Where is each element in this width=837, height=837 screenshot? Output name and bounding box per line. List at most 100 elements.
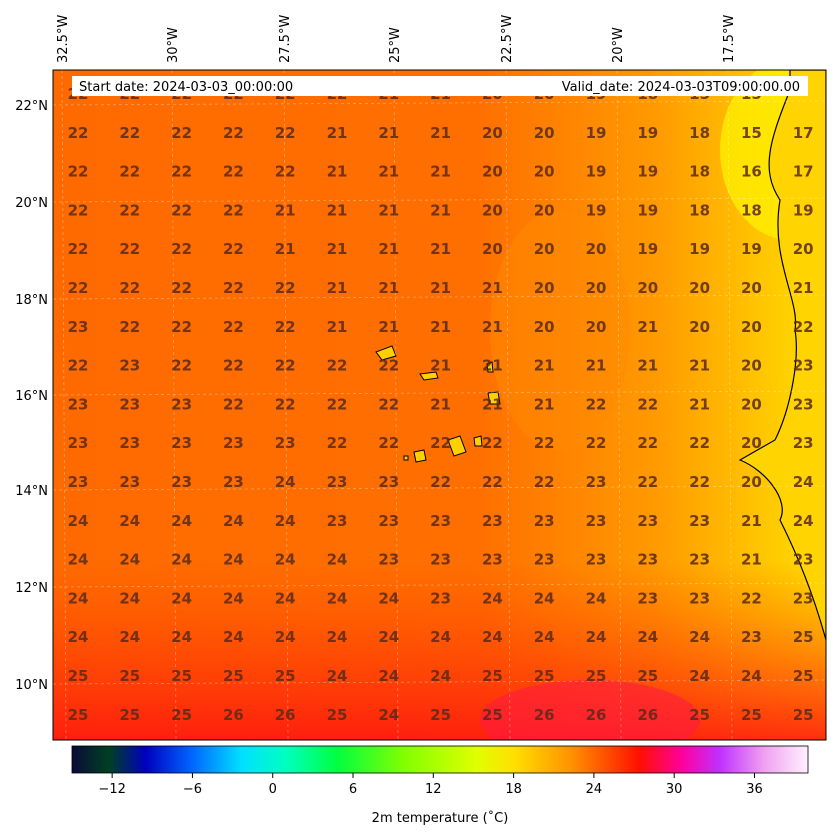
parallel-line xyxy=(53,294,826,300)
grid-value: 20 xyxy=(637,279,658,297)
grid-value: 20 xyxy=(586,279,607,297)
grid-value: 23 xyxy=(68,434,89,452)
meridian-line xyxy=(393,70,399,740)
valid-date-label: Valid_date: 2024-03-03T09:00:00.00 xyxy=(562,80,800,95)
africa-coastline xyxy=(738,70,826,641)
grid-value: 22 xyxy=(68,279,89,297)
latitude-label: 16°N xyxy=(15,389,48,404)
grid-value: 21 xyxy=(430,357,451,375)
grid-value: 24 xyxy=(223,551,244,569)
grid-value: 22 xyxy=(534,434,555,452)
grid-value: 23 xyxy=(68,473,89,491)
longitude-label: 27.5°W xyxy=(278,15,293,63)
grid-value: 23 xyxy=(119,357,140,375)
grid-value: 22 xyxy=(637,434,658,452)
grid-value: 26 xyxy=(534,706,555,724)
grid-value: 21 xyxy=(741,551,762,569)
longitude-label: 25°W xyxy=(388,27,403,63)
grid-value: 22 xyxy=(482,473,503,491)
grid-value: 18 xyxy=(741,201,762,219)
grid-value: 20 xyxy=(534,124,555,142)
grid-value: 22 xyxy=(119,163,140,181)
grid-value: 24 xyxy=(482,628,503,646)
grid-value: 21 xyxy=(430,279,451,297)
grid-value: 22 xyxy=(275,163,296,181)
grid-value: 23 xyxy=(793,395,814,413)
grid-value: 24 xyxy=(275,589,296,607)
grid-value: 24 xyxy=(482,589,503,607)
grid-value: 22 xyxy=(327,357,348,375)
grid-value: 22 xyxy=(171,124,192,142)
grid-value: 25 xyxy=(793,667,814,685)
grid-value: 21 xyxy=(275,201,296,219)
grid-value: 24 xyxy=(275,512,296,530)
grid-value: 22 xyxy=(119,201,140,219)
grid-value: 23 xyxy=(327,512,348,530)
grid-value: 25 xyxy=(689,706,710,724)
grid-value: 25 xyxy=(586,667,607,685)
grid-value: 21 xyxy=(430,395,451,413)
grid-value: 24 xyxy=(223,589,244,607)
cool-patch xyxy=(490,210,630,450)
grid-value: 22 xyxy=(327,434,348,452)
grid-value: 23 xyxy=(637,589,658,607)
parallel-line xyxy=(53,390,826,396)
grid-value: 21 xyxy=(482,318,503,336)
grid-value: 19 xyxy=(637,201,658,219)
grid-value: 21 xyxy=(430,201,451,219)
grid-value: 26 xyxy=(637,706,658,724)
grid-value: 22 xyxy=(119,279,140,297)
latitude-label: 18°N xyxy=(15,293,48,308)
grid-value: 24 xyxy=(378,667,399,685)
grid-value: 21 xyxy=(482,357,503,375)
grid-value: 15 xyxy=(741,124,762,142)
grid-value: 24 xyxy=(430,667,451,685)
grid-value: 21 xyxy=(637,318,658,336)
grid-value: 22 xyxy=(223,279,244,297)
grid-value: 21 xyxy=(327,318,348,336)
grid-value: 23 xyxy=(793,357,814,375)
grid-value: 23 xyxy=(223,473,244,491)
grid-value: 20 xyxy=(689,279,710,297)
grid-value: 23 xyxy=(430,512,451,530)
grid-value: 20 xyxy=(586,318,607,336)
grid-value: 23 xyxy=(171,434,192,452)
meridian-line xyxy=(283,70,289,740)
grid-value: 24 xyxy=(171,551,192,569)
grid-value: 24 xyxy=(68,551,89,569)
grid-value: 19 xyxy=(586,124,607,142)
meridian-line xyxy=(505,70,511,740)
grid-value: 20 xyxy=(534,318,555,336)
grid-value: 22 xyxy=(68,240,89,258)
grid-value: 22 xyxy=(430,473,451,491)
longitude-label: 30°W xyxy=(166,27,181,63)
grid-value: 23 xyxy=(430,589,451,607)
longitude-label: 17.5°W xyxy=(722,15,737,63)
grid-value: 21 xyxy=(327,163,348,181)
grid-value: 21 xyxy=(378,240,399,258)
grid-value: 22 xyxy=(637,395,658,413)
grid-value: 23 xyxy=(689,551,710,569)
map-frame xyxy=(52,69,827,741)
grid-value: 24 xyxy=(171,628,192,646)
grid-value: 21 xyxy=(327,201,348,219)
grid-value: 19 xyxy=(586,163,607,181)
grid-value: 24 xyxy=(119,551,140,569)
colorbar-tick-label: 36 xyxy=(746,782,763,797)
colorbar-tick-label: −6 xyxy=(183,782,202,797)
grid-value: 25 xyxy=(119,706,140,724)
latitude-label: 20°N xyxy=(15,196,48,211)
grid-value: 23 xyxy=(793,589,814,607)
grid-value: 24 xyxy=(275,628,296,646)
grid-value: 24 xyxy=(793,473,814,491)
grid-value: 26 xyxy=(223,706,244,724)
grid-value: 21 xyxy=(637,357,658,375)
grid-value: 25 xyxy=(223,667,244,685)
grid-value: 23 xyxy=(637,512,658,530)
grid-value: 23 xyxy=(378,551,399,569)
grid-value: 20 xyxy=(534,279,555,297)
grid-value: 23 xyxy=(482,512,503,530)
grid-value: 23 xyxy=(68,395,89,413)
grid-value: 24 xyxy=(275,551,296,569)
grid-value: 24 xyxy=(534,589,555,607)
